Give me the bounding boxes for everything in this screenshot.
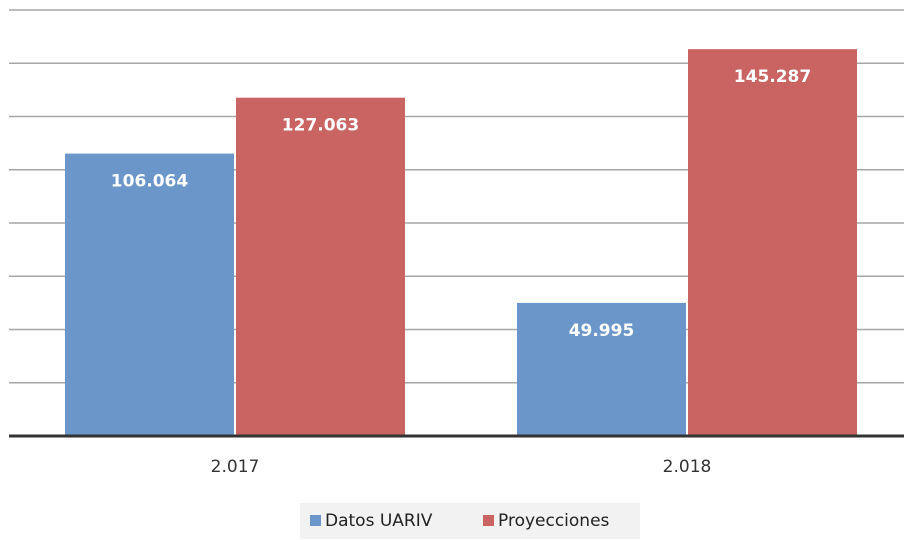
legend-label: Proyecciones — [498, 511, 610, 531]
legend-swatch — [483, 515, 494, 526]
value-label: 127.063 — [282, 116, 359, 136]
legend-label: Datos UARIV — [325, 511, 433, 531]
x-tick-label: 2.018 — [663, 457, 712, 477]
bar — [65, 153, 234, 436]
value-label: 49.995 — [569, 321, 635, 341]
value-label: 106.064 — [111, 172, 189, 192]
bar — [688, 49, 857, 436]
legend-swatch — [310, 515, 321, 526]
bar — [517, 302, 686, 436]
legend-box — [300, 503, 640, 539]
value-label: 145.287 — [734, 67, 811, 87]
x-tick-label: 2.017 — [211, 457, 260, 477]
bar — [236, 97, 405, 436]
